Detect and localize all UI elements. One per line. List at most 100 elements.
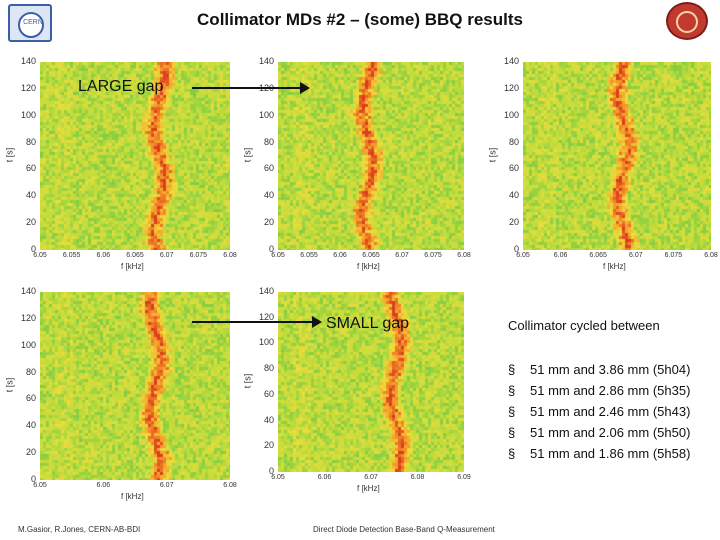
small-gap-label: SMALL gap [326,315,410,332]
y-tick-label: 120 [20,82,36,93]
y-tick-label: 40 [508,190,519,201]
y-axis-label: t [s] [242,147,253,163]
cycle-item-4: 51 mm and 2.06 mm (5h50) [508,422,690,443]
y-tick-label: 80 [508,136,519,147]
y-tick-label: 20 [263,217,274,228]
y-tick-label: 80 [25,366,36,377]
y-tick-label: 40 [263,190,274,201]
x-tick-label: 6.06 [96,482,111,489]
x-tick-label: 6.07 [159,252,174,259]
lhc-logo [666,2,708,40]
spectrogram-heatmap [40,62,230,250]
x-tick-label: 6.05 [516,252,530,259]
x-tick-label: 6.065 [126,252,144,259]
y-tick-label: 0 [268,244,274,254]
x-tick-label: 6.075 [189,252,208,259]
spectrogram-heatmap [523,62,711,250]
y-tick-label: 20 [263,440,274,451]
y-tick-label: 120 [20,312,36,323]
y-tick-label: 20 [25,447,36,458]
x-tick-label: 6.06 [96,252,111,259]
cycle-item-5: 51 mm and 1.86 mm (5h58) [508,443,690,464]
cern-logo-text: CERN [23,19,43,26]
y-tick-label: 40 [25,190,36,201]
slide-title: Collimator MDs #2 – (some) BBQ results [197,10,523,29]
y-axis-label: t [s] [4,377,15,393]
y-tick-label: 60 [25,163,36,174]
cycle-item-1: 51 mm and 3.86 mm (5h04) [508,359,690,380]
footer-authors: M.Gasior, R.Jones, CERN-AB-BDI [18,525,141,534]
cycle-item-2: 51 mm and 2.86 mm (5h35) [508,380,690,401]
y-tick-label: 140 [258,286,274,296]
y-tick-label: 140 [258,56,274,66]
x-tick-label: 6.08 [223,482,237,489]
large-gap-arrow [192,82,310,94]
y-tick-label: 0 [30,474,36,484]
spectrogram-plot-3: 140 120 100 80 60 40 20 0 t [s] 6.05 6.06 6.065 6.07… [487,56,720,276]
y-tick-label: 100 [20,109,36,120]
y-tick-label: 60 [508,163,519,174]
y-tick-label: 0 [268,466,274,476]
x-tick-label: 6.075 [664,252,683,259]
y-tick-label: 80 [263,136,274,147]
y-tick-label: 0 [513,244,519,254]
cern-logo: CERN [8,4,52,42]
x-axis-label: f [kHz] [121,492,144,501]
x-tick-label: 6.06 [333,252,347,259]
cycle-list: 51 mm and 3.86 mm (5h04) 51 mm and 2.86 … [508,359,690,464]
x-axis-label: f [kHz] [357,484,380,493]
y-tick-label: 80 [263,363,274,374]
y-tick-label: 100 [503,109,519,120]
x-axis-label: f [kHz] [603,262,626,271]
spectrogram-heatmap [40,292,230,480]
footer-title: Direct Diode Detection Base-Band Q-Measu… [313,525,495,534]
x-tick-label: 6.055 [62,252,81,259]
y-tick-label: 60 [263,163,274,174]
x-tick-label: 6.08 [410,474,425,481]
cycle-item-3: 51 mm and 2.46 mm (5h43) [508,401,690,422]
spectrogram-plot-4: 140 120 100 80 60 40 20 0 t [s] 6.05 6.06 6.07 6.08 f… [4,286,240,506]
x-tick-label: 6.07 [159,482,174,489]
x-tick-label: 6.08 [704,252,718,259]
x-tick-label: 6.09 [457,474,471,481]
y-axis-label: t [s] [4,147,15,163]
y-tick-label: 100 [20,339,36,350]
y-tick-label: 140 [503,56,519,66]
x-tick-label: 6.07 [364,474,378,481]
y-tick-label: 100 [258,337,274,348]
x-tick-label: 6.08 [223,252,237,259]
large-gap-label: LARGE gap [78,78,164,95]
x-tick-label: 6.065 [362,252,380,259]
x-tick-label: 6.07 [395,252,409,259]
spectrogram-plot-1: 140 120 100 80 60 40 20 0 t [s] 6.05 6.055 6.06 6.06… [4,56,240,276]
x-tick-label: 6.05 [33,252,47,259]
x-tick-label: 6.065 [589,252,607,259]
x-axis-label: f [kHz] [357,262,380,271]
y-axis-label: t [s] [242,373,253,389]
y-tick-label: 40 [25,420,36,431]
x-tick-label: 6.05 [33,482,47,489]
y-tick-label: 20 [25,217,36,228]
y-tick-label: 20 [508,217,519,228]
y-tick-label: 120 [258,311,274,322]
x-tick-label: 6.05 [271,474,285,481]
x-tick-label: 6.06 [317,474,332,481]
small-gap-arrow [192,316,322,328]
x-tick-label: 6.07 [628,252,643,259]
y-tick-label: 80 [25,136,36,147]
x-tick-label: 6.055 [300,252,318,259]
y-tick-label: 100 [258,109,274,120]
y-tick-label: 140 [20,56,36,66]
y-tick-label: 140 [20,286,36,296]
y-axis-label: t [s] [487,147,498,163]
y-tick-label: 60 [263,388,274,399]
x-tick-label: 6.06 [553,252,568,259]
cycle-heading: Collimator cycled between [508,318,660,333]
x-axis-label: f [kHz] [121,262,144,271]
x-tick-label: 6.08 [457,252,471,259]
y-tick-label: 40 [263,414,274,425]
y-tick-label: 120 [503,82,519,93]
x-tick-label: 6.05 [271,252,285,259]
y-tick-label: 0 [30,244,36,254]
